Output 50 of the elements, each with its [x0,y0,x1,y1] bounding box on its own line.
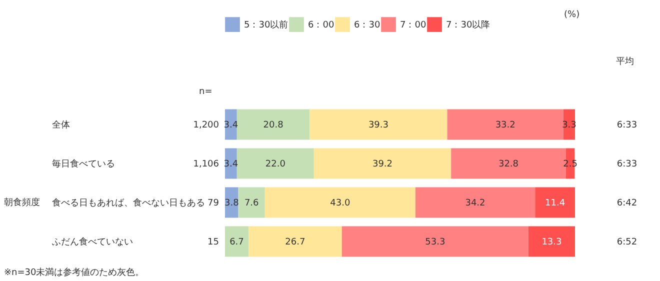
bar [264,187,416,218]
text: 15 [208,238,219,248]
text: 6:42 [616,198,638,208]
data-label: 34.2 [465,198,486,208]
data-label: 7.6 [244,198,260,208]
data-label: 13.3 [542,238,562,248]
bar [236,148,314,179]
y-tick-label: 全体 [52,120,70,130]
bar [310,109,448,140]
bar [248,226,342,257]
bar [225,226,248,257]
bar [415,187,536,218]
data-label: 33.2 [495,120,516,130]
legend-label: 7：30以降 [446,20,490,31]
data-label: 11.4 [545,198,566,208]
data-label: 39.3 [368,120,388,130]
legend-label: 6：00 [308,20,334,31]
text: n= [199,87,212,97]
text: 朝食頻度 [4,196,40,209]
bar [535,187,575,218]
text: ※n=30未満は参考値のため灰色。 [4,266,144,279]
bar [236,109,310,140]
data-label: 53.3 [425,238,446,248]
data-label: 26.7 [285,238,306,248]
text: 6:33 [616,160,638,170]
text: 6:33 [616,120,638,130]
bar [447,109,564,140]
text: 79 [208,198,220,208]
data-label: 6.7 [230,238,244,248]
data-label: 22.0 [265,160,286,170]
text: 平均 [616,56,634,68]
bar [238,187,265,218]
y-tick-label: ふだん食べていない [51,236,133,248]
y-tick-label: 食べる日もあれば、食べない日もある [52,198,205,208]
text: 6:52 [616,238,638,248]
data-label: 39.2 [372,160,393,170]
bar [314,148,452,179]
bar [342,226,528,257]
data-label: 3.8 [224,198,240,208]
data-label: 20.8 [263,120,284,130]
bar [528,226,575,257]
legend-label: 6：30 [354,20,380,31]
data-label: 32.8 [498,160,519,170]
legend-label: 5：30以前 [244,20,288,31]
y-tick-label: 毎日食べている [52,158,115,170]
text: 1,106 [193,160,220,170]
text: 1,200 [193,120,220,130]
text: (%) [564,10,580,20]
data-label: 43.0 [330,198,350,208]
legend-label: 7：00 [400,20,426,31]
